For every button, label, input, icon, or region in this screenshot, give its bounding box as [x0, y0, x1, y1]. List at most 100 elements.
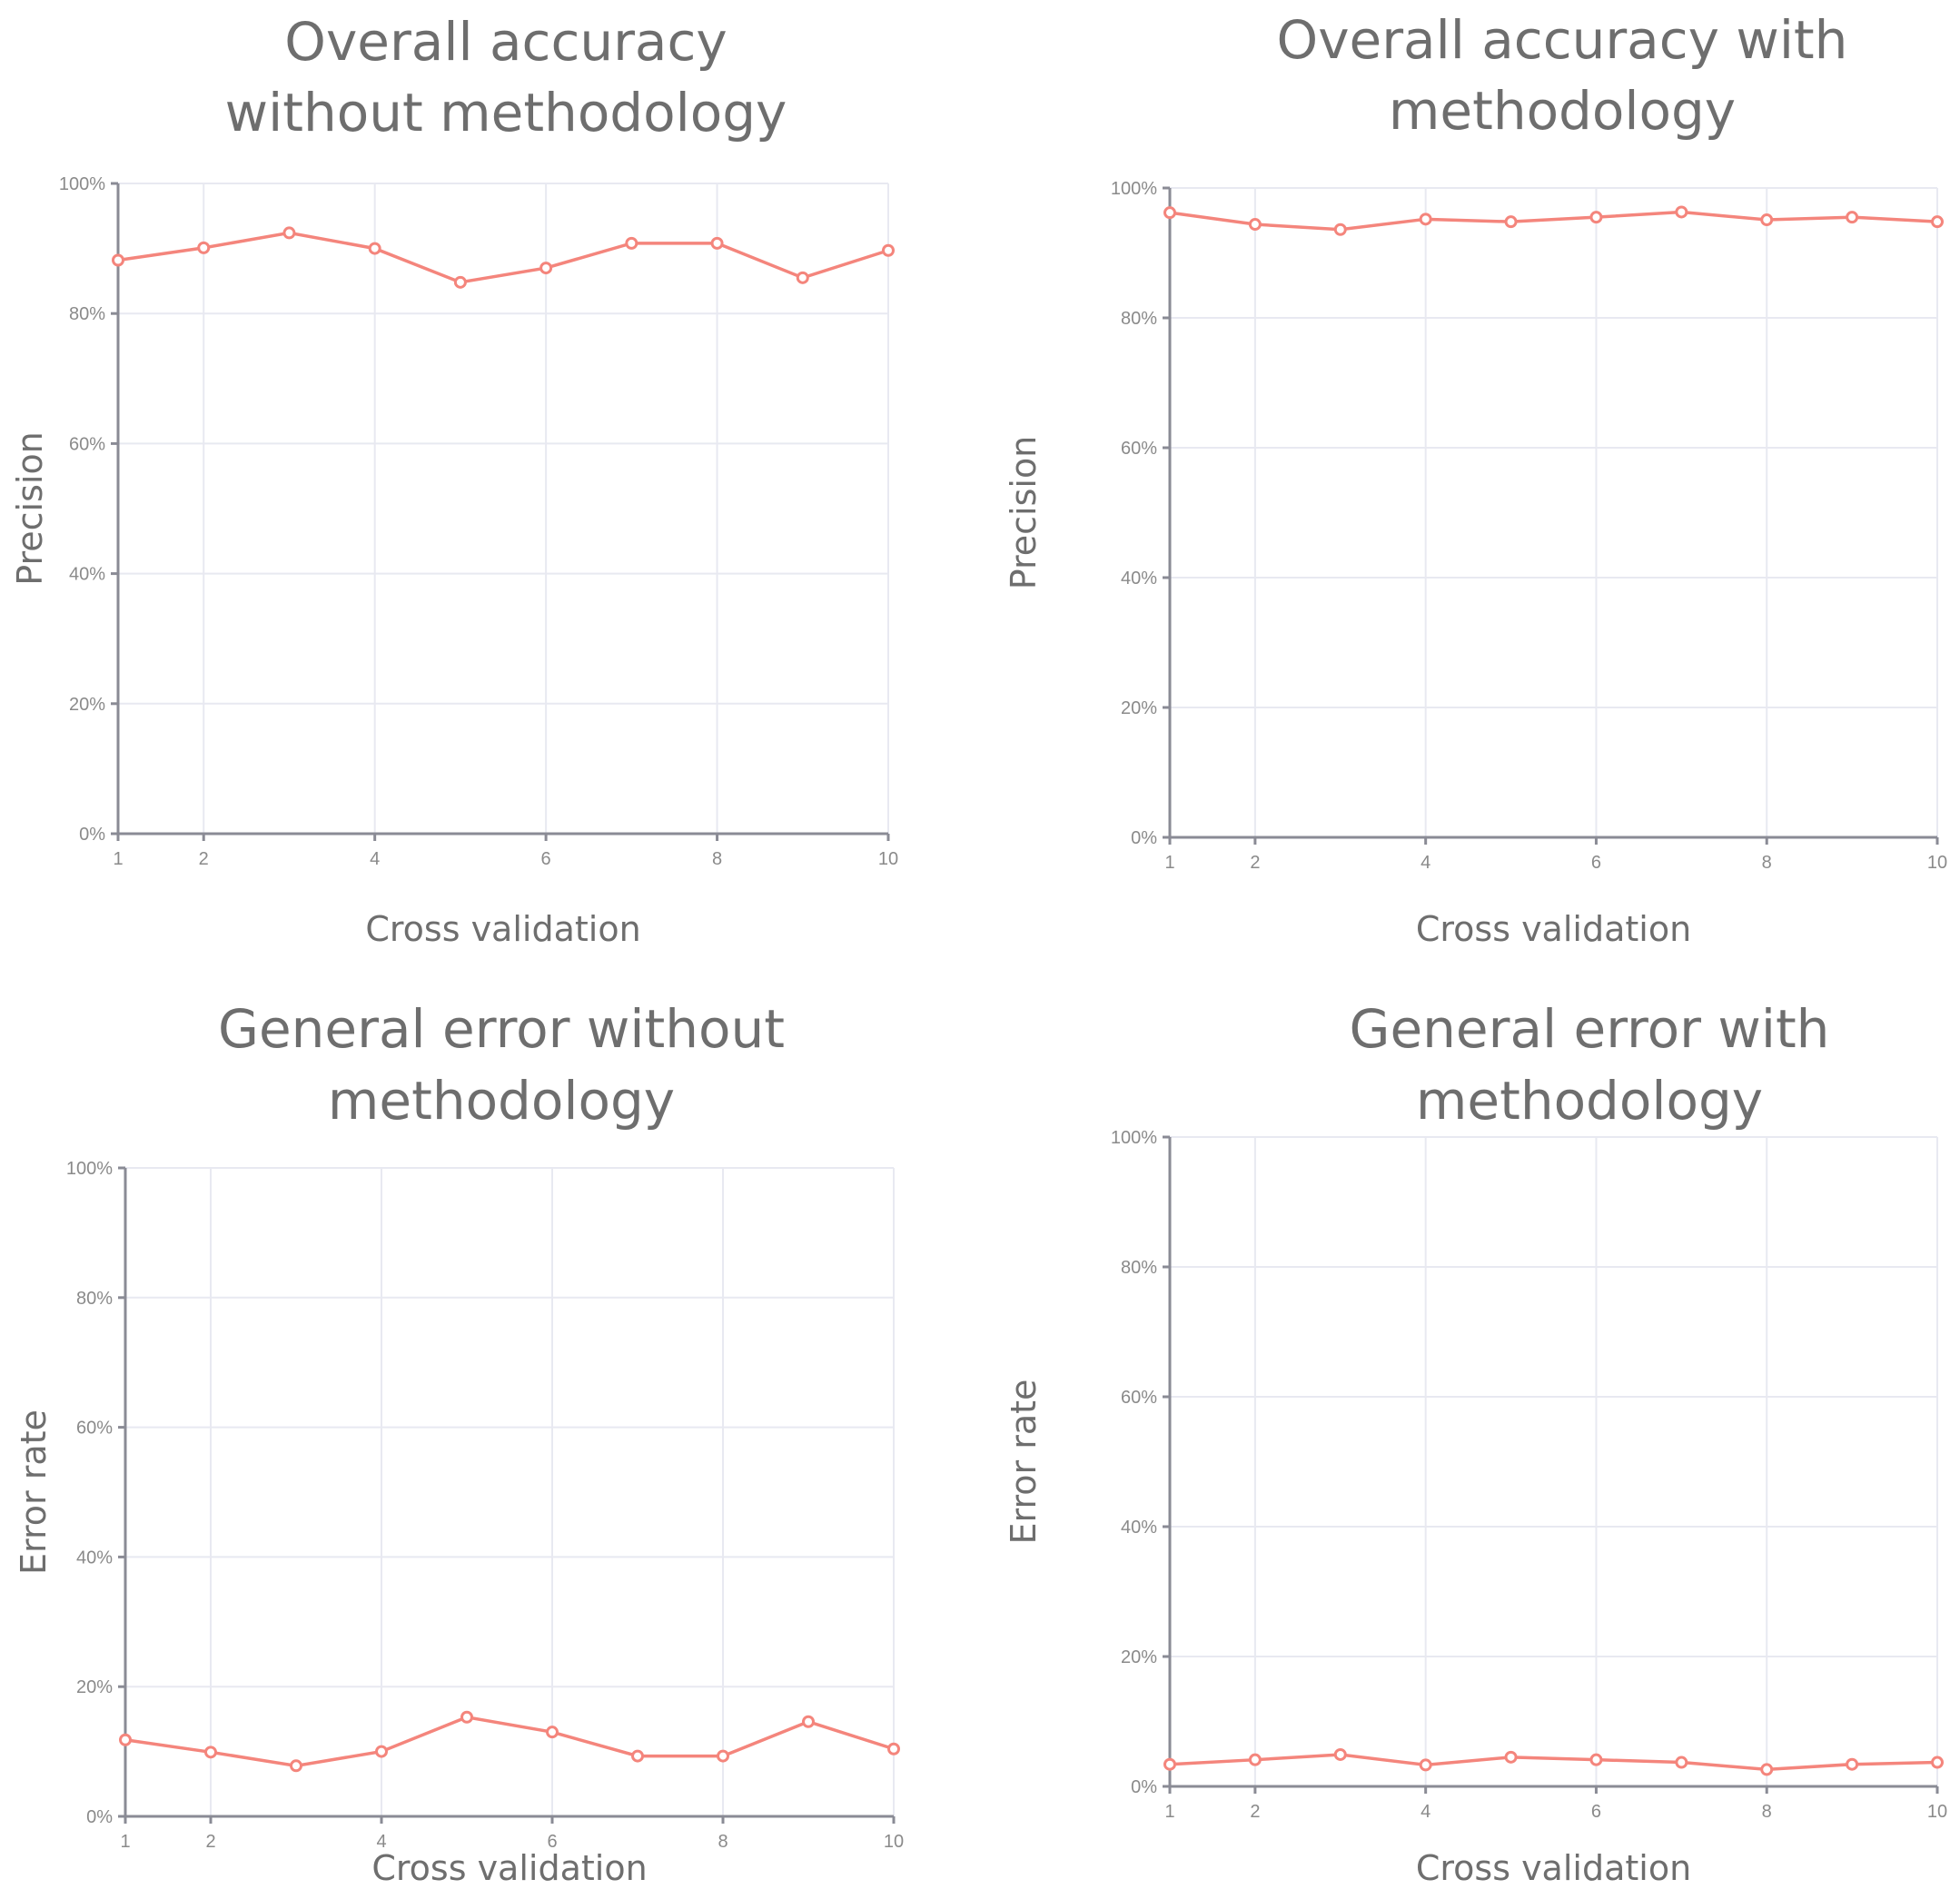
data-point: [1419, 1758, 1432, 1772]
x-tick-label: 8: [718, 1832, 728, 1852]
y-tick-label: 80%: [1121, 1258, 1157, 1278]
data-point: [1846, 1757, 1859, 1771]
y-tick-label: 20%: [69, 695, 105, 715]
x-tick-label: 8: [1762, 1802, 1772, 1822]
chart-title-line: General error without: [218, 998, 785, 1060]
x-tick-label: 8: [712, 849, 722, 869]
series-line: [1169, 1753, 1938, 1772]
data-point: [1931, 1756, 1944, 1769]
x-tick-label: 8: [1762, 853, 1772, 873]
x-tick-label: 2: [1250, 1802, 1260, 1822]
y-tick-label: 40%: [1121, 569, 1157, 588]
x-tick-label: 4: [376, 1832, 386, 1852]
data-point: [197, 241, 211, 254]
x-tick-label: 2: [199, 849, 209, 869]
x-axis-label: Cross validation: [365, 909, 640, 949]
x-tick-label: 1: [113, 849, 123, 869]
data-point: [1333, 1747, 1347, 1761]
x-tick-label: 1: [120, 1832, 130, 1852]
x-tick-label: 6: [547, 1832, 557, 1852]
x-tick-label: 10: [1927, 853, 1947, 873]
chart-panel-3: General error without methodology 0% 20% 40%…: [14, 998, 904, 1888]
data-point: [717, 1749, 729, 1763]
y-tick-label: 40%: [1121, 1518, 1157, 1538]
data-point: [112, 253, 124, 267]
x-tick-label: 4: [1421, 853, 1430, 873]
chart-panel-1: Overall accuracy without methodology 0% 20%…: [10, 11, 898, 949]
x-axis-label: Cross validation: [1416, 1848, 1691, 1888]
data-point: [539, 262, 553, 275]
x-tick-label: 10: [1927, 1802, 1947, 1822]
data-point: [453, 275, 467, 289]
y-tick-label: 0%: [1131, 828, 1157, 848]
y-tick-label: 60%: [69, 434, 105, 454]
chart-title-line: Overall accuracy with: [1277, 9, 1848, 71]
data-point: [1163, 1757, 1176, 1771]
data-point: [204, 1746, 217, 1759]
data-point: [1760, 1763, 1774, 1776]
x-tick-label: 6: [1591, 853, 1601, 873]
series-line: [124, 1715, 895, 1768]
chart-panel-4: General error with methodology 0% 20% 40% 60%…: [1004, 998, 1947, 1888]
data-point: [1589, 211, 1603, 224]
y-tick-label: 100%: [1111, 1128, 1157, 1148]
chart-panel-2: Overall accuracy with methodology 0% 20% 40%…: [1004, 9, 1947, 949]
chart-title-line: without methodology: [225, 82, 787, 143]
y-tick-label: 0%: [1131, 1777, 1157, 1797]
y-tick-label: 60%: [1121, 1388, 1157, 1408]
y-axis-label: Error rate: [1004, 1380, 1044, 1545]
data-point: [1675, 1756, 1688, 1769]
data-point: [1931, 215, 1944, 229]
data-point: [368, 242, 381, 255]
y-tick-label: 0%: [86, 1807, 113, 1827]
x-tick-label: 10: [878, 849, 898, 869]
y-tick-label: 80%: [1121, 309, 1157, 329]
y-tick-label: 60%: [76, 1419, 113, 1439]
y-tick-label: 20%: [76, 1677, 113, 1697]
data-point: [710, 236, 724, 250]
data-point: [546, 1726, 559, 1739]
data-point: [1675, 205, 1688, 219]
y-axis-label: Precision: [10, 431, 50, 586]
data-point: [802, 1715, 815, 1728]
data-point: [375, 1745, 388, 1758]
chart-title-line: methodology: [1389, 80, 1736, 142]
data-point: [796, 271, 809, 284]
y-tick-label: 100%: [66, 1159, 113, 1179]
data-point: [282, 226, 296, 240]
data-point: [1846, 211, 1859, 224]
x-tick-label: 6: [1591, 1802, 1601, 1822]
data-point: [1504, 215, 1518, 229]
y-tick-label: 100%: [59, 174, 105, 194]
x-tick-label: 1: [1164, 1802, 1174, 1822]
series-line: [1169, 210, 1938, 232]
y-tick-label: 100%: [1111, 179, 1157, 199]
x-tick-label: 4: [1421, 1802, 1430, 1822]
x-tick-label: 10: [884, 1832, 904, 1852]
data-point: [460, 1710, 473, 1724]
x-tick-label: 6: [541, 849, 551, 869]
data-point: [1504, 1750, 1518, 1764]
x-axis-label: Cross validation: [1416, 909, 1691, 949]
y-tick-label: 20%: [1121, 698, 1157, 718]
chart-title-line: General error with: [1350, 998, 1830, 1060]
y-tick-label: 0%: [79, 825, 105, 845]
y-axis-label: Precision: [1004, 436, 1044, 590]
x-tick-label: 4: [370, 849, 380, 869]
chart-title-line: methodology: [328, 1070, 675, 1132]
data-point: [290, 1759, 302, 1773]
data-point: [1248, 1753, 1262, 1766]
x-tick-label: 2: [1250, 853, 1260, 873]
y-axis-label: Error rate: [14, 1409, 54, 1575]
y-tick-label: 80%: [76, 1289, 113, 1309]
y-tick-label: 80%: [69, 304, 105, 324]
series-line: [117, 231, 889, 284]
y-tick-label: 20%: [1121, 1647, 1157, 1667]
data-point: [1333, 223, 1347, 236]
y-tick-label: 60%: [1121, 439, 1157, 459]
x-tick-label: 1: [1164, 853, 1174, 873]
data-point: [631, 1749, 644, 1763]
chart-title-line: methodology: [1416, 1070, 1763, 1132]
data-point: [1419, 213, 1432, 226]
